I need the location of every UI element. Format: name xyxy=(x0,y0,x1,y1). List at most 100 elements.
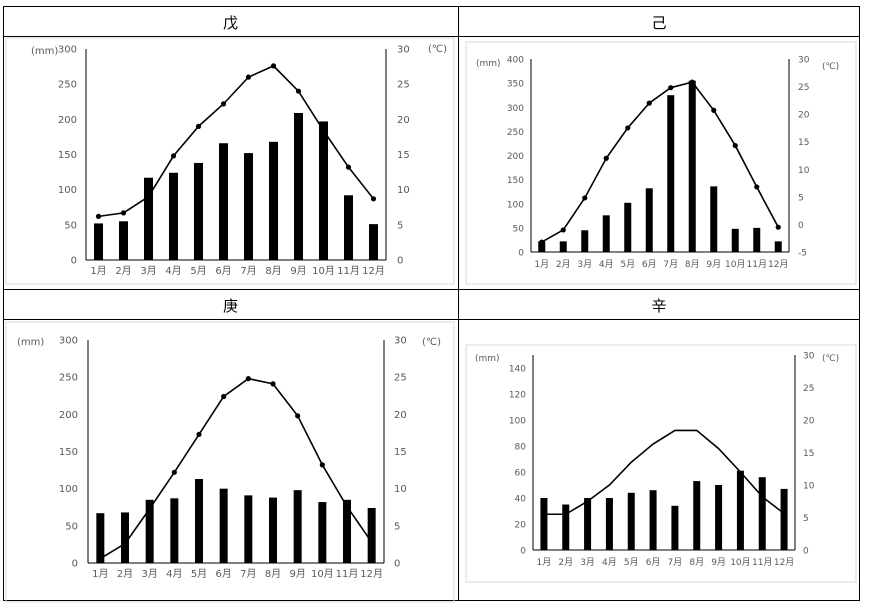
chart-xin-precip-bar xyxy=(758,477,766,550)
chart-geng-temp-point xyxy=(295,413,301,419)
chart-xin-right-tick-label: 10 xyxy=(803,482,815,492)
chart-xin-right-tick-label: 0 xyxy=(803,547,809,557)
chart-xin-left-tick-label: 40 xyxy=(515,495,527,505)
chart-wu-temp-line xyxy=(98,64,375,218)
chart-wu-temp-point xyxy=(145,194,152,200)
chart-geng-temp-point xyxy=(147,506,153,512)
chart-geng-precip-bar xyxy=(96,513,105,563)
chart-geng-precip-bar xyxy=(269,497,277,563)
chart-grid-table: 戊 己 庚 辛 xyxy=(3,6,860,601)
chart-xin-precip-bar xyxy=(780,488,788,550)
chart-geng-temp-line xyxy=(99,377,373,560)
chart-xin-precip-bar xyxy=(540,498,548,550)
chart-geng-left-unit-label: (mm) xyxy=(17,337,44,348)
chart-wu-month-label: 3月 xyxy=(140,265,156,277)
chart-ji-right-tick-label: 15 xyxy=(798,138,809,148)
table-top-border xyxy=(3,6,860,7)
chart-xin-right-tick-label: 5 xyxy=(803,514,809,524)
chart-wu-precip-bar xyxy=(244,153,253,260)
chart-wu-right-tick-label: 25 xyxy=(397,80,410,91)
chart-ji-temp-point xyxy=(711,107,717,113)
chart-ji-precip-bar xyxy=(688,80,696,253)
chart-ji-precip-bar xyxy=(753,227,761,252)
chart-xin-precip-bar xyxy=(562,504,570,550)
chart-ji-left-tick-label: 300 xyxy=(507,104,524,114)
chart-ji-left-tick-label: 50 xyxy=(513,224,525,234)
panel-title-ji: 己 xyxy=(651,14,667,32)
chart-geng-precip-bar xyxy=(318,502,327,563)
chart-geng-month-label: 5月 xyxy=(191,568,207,580)
chart-wu-month-label: 9月 xyxy=(290,265,306,277)
chart-ji-temp-line xyxy=(541,81,779,243)
chart-geng-precip-bar xyxy=(244,495,253,563)
chart-geng-precip-bar xyxy=(170,498,179,563)
table-center-divider xyxy=(458,6,459,601)
chart-geng-left-tick-label: 300 xyxy=(59,336,78,347)
chart-xin-right-tick-label: 15 xyxy=(803,449,814,459)
chart-ji-month-label: 4月 xyxy=(599,259,614,270)
chart-geng-left-tick-label: 150 xyxy=(59,447,78,458)
chart-wu-precip-bar xyxy=(219,143,228,260)
chart-geng-month-label: 9月 xyxy=(289,568,305,580)
chart-geng-right-tick-label: 30 xyxy=(394,336,407,347)
chart-wu-left-tick-label: 0 xyxy=(71,256,77,267)
chart-geng-month-label: 1月 xyxy=(92,568,108,580)
chart-ji-left-tick-label: 350 xyxy=(507,80,524,90)
panel-title-wu: 戊 xyxy=(222,14,238,32)
chart-geng-precip-bar xyxy=(121,512,129,563)
chart-xin-month-label: 6月 xyxy=(646,557,661,568)
chart-wu-frame xyxy=(5,37,455,285)
chart-wu-month-label: 6月 xyxy=(215,265,231,277)
chart-wu-temp-point xyxy=(120,210,127,216)
chart-geng-temp-point xyxy=(97,555,103,562)
chart-xin-month-label: 11月 xyxy=(752,557,772,568)
chart-xin-left-tick-label: 100 xyxy=(509,417,526,427)
chart-geng-temp-point xyxy=(270,381,276,387)
chart-geng-left-tick-label: 100 xyxy=(59,484,78,495)
chart-geng-precip-bar xyxy=(343,499,351,563)
chart-wu-left-unit-label: (mm) xyxy=(31,46,58,57)
chart-geng-right-tick-label: 15 xyxy=(394,447,407,458)
chart-wu-right-tick-label: 0 xyxy=(397,256,403,267)
chart-wu-temp-point xyxy=(245,74,252,80)
table-header-divider-top xyxy=(3,36,860,37)
chart-ji-right-tick-label: -5 xyxy=(798,249,807,259)
chart-xin-left-tick-label: 140 xyxy=(509,365,526,375)
chart-xin-month-label: 5月 xyxy=(624,557,639,568)
chart-geng-temp-point xyxy=(171,469,177,475)
chart-geng-precip-bar xyxy=(219,488,228,563)
chart-xin-month-label: 7月 xyxy=(668,557,683,568)
table-middle-divider xyxy=(3,289,860,290)
chart-xin-month-label: 2月 xyxy=(558,557,573,568)
chart-xin-month-label: 8月 xyxy=(689,557,704,568)
chart-ji-precip-bar xyxy=(774,241,782,252)
chart-ji-temp-point xyxy=(625,125,631,131)
chart-ji-month-label: 9月 xyxy=(706,259,721,270)
chart-ji-precip-bar xyxy=(624,202,632,252)
chart-wu-precip-bar xyxy=(94,223,103,260)
chart-geng-month-label: 4月 xyxy=(166,568,182,580)
chart-ji-right-tick-label: 10 xyxy=(798,166,810,176)
chart-xin-precip-bar xyxy=(649,490,657,550)
chart-wu-temp-point xyxy=(170,153,177,159)
chart-ji-left-unit-label: (mm) xyxy=(476,59,501,69)
chart-xin-month-label: 9月 xyxy=(711,557,726,568)
chart-wu-month-label: 11月 xyxy=(337,265,360,277)
table-bottom-border xyxy=(3,600,860,601)
chart-geng-frame xyxy=(5,321,455,603)
table-right-border xyxy=(859,6,860,601)
chart-ji-month-label: 5月 xyxy=(620,259,635,270)
chart-ji-temp-point xyxy=(732,142,738,149)
chart-wu-temp-point xyxy=(345,164,352,170)
chart-geng-temp-point xyxy=(344,503,350,510)
chart-wu-precip-bar xyxy=(344,195,353,260)
chart-ji-precip-bar xyxy=(645,188,653,252)
chart-xin-month-label: 3月 xyxy=(580,557,595,568)
chart-xin-precip-bar xyxy=(627,492,635,550)
chart-xin-precip-bar xyxy=(584,498,592,550)
chart-xin-left-tick-label: 0 xyxy=(520,547,526,557)
chart-geng-month-label: 6月 xyxy=(215,568,231,580)
chart-wu-precip-bar xyxy=(319,121,328,261)
chart-ji-temp-point xyxy=(775,224,781,230)
chart-geng-temp-point xyxy=(369,539,375,545)
